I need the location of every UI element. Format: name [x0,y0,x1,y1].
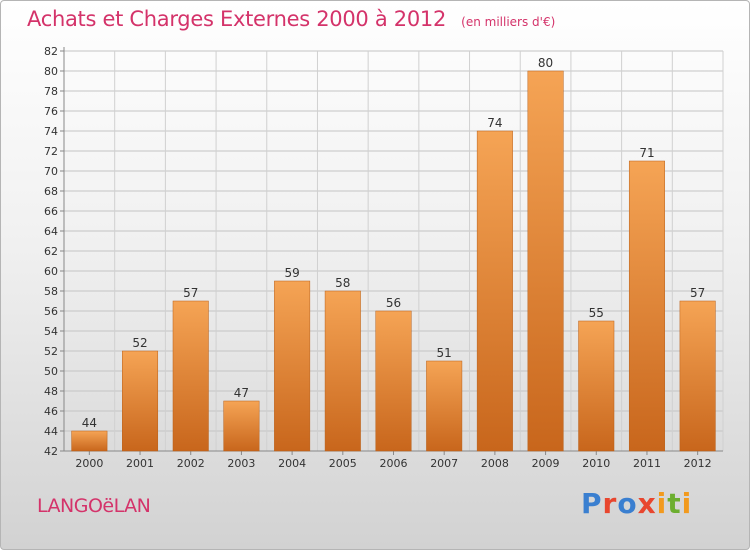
x-tick-label-2003: 2003 [227,457,255,470]
y-tick-label: 74 [44,125,58,138]
value-label-2000: 44 [82,416,97,430]
value-label-2009: 80 [538,56,553,70]
bar-2001 [122,350,159,452]
y-tick-label: 42 [44,445,58,458]
title-row: Achats et Charges Externes 2000 à 2012 (… [27,7,555,31]
bar-2007 [426,360,463,452]
x-tick-label-2007: 2007 [430,457,458,470]
y-tick-label: 44 [44,425,58,438]
labels: 42 44 46 48 50 52 54 56 58 60 62 64 66 68 70 72 74 76 78 80… [44,45,712,470]
bar-2000 [71,430,108,452]
logo-letter: i [681,487,693,520]
logo-letter: t [667,487,682,520]
value-label-2012: 57 [690,286,705,300]
y-tick-label: 80 [44,65,58,78]
bar-2002 [172,300,209,452]
y-tick-label: 76 [44,105,58,118]
bar-2005 [324,290,361,452]
logo-letter: P [581,487,603,520]
bar-2003 [223,400,260,452]
bar-2009 [527,70,564,452]
proxiti-logo: Proxiti [581,487,692,520]
bar-2008 [476,130,513,452]
y-tick-label: 62 [44,245,58,258]
y-tick-label: 56 [44,305,58,318]
y-tick-label: 66 [44,205,58,218]
value-label-2008: 74 [487,116,502,130]
logo-letter: x [637,487,657,520]
y-tick-label: 68 [44,185,58,198]
y-tick-label: 52 [44,345,58,358]
bar-2010 [578,320,615,452]
x-tick-label-2009: 2009 [532,457,560,470]
y-tick-label: 58 [44,285,58,298]
value-label-2007: 51 [437,346,452,360]
logo-letter: o [617,487,638,520]
x-tick-label-2001: 2001 [126,457,154,470]
bar-2006 [375,310,412,452]
value-label-2004: 59 [284,266,299,280]
y-tick-label: 64 [44,225,58,238]
commune-name: LANGOëLAN [37,495,151,517]
value-label-2011: 71 [639,146,654,160]
value-label-2010: 55 [589,306,604,320]
bar-2011 [628,160,665,452]
logo-letter: r [602,487,618,520]
x-tick-label-2011: 2011 [633,457,661,470]
y-tick-label: 50 [44,365,58,378]
x-tick-label-2010: 2010 [582,457,610,470]
x-tick-label-2005: 2005 [329,457,357,470]
bar-2004 [274,280,311,452]
x-tick-label-2012: 2012 [684,457,712,470]
y-tick-label: 78 [44,85,58,98]
x-tick-label-2006: 2006 [380,457,408,470]
x-tick-label-2002: 2002 [177,457,205,470]
bars [71,70,716,452]
value-label-2005: 58 [335,276,350,290]
y-tick-label: 70 [44,165,58,178]
x-tick-label-2000: 2000 [75,457,103,470]
value-label-2006: 56 [386,296,401,310]
value-label-2003: 47 [234,386,249,400]
chart-title: Achats et Charges Externes 2000 à 2012 [27,7,447,31]
y-tick-label: 82 [44,45,58,58]
logo-letter: i [656,487,668,520]
x-tick-label-2004: 2004 [278,457,306,470]
value-label-2001: 52 [132,336,147,350]
value-label-2002: 57 [183,286,198,300]
y-tick-label: 72 [44,145,58,158]
y-tick-label: 60 [44,265,58,278]
chart-subtitle: (en milliers d'€) [461,15,556,29]
x-tick-label-2008: 2008 [481,457,509,470]
y-tick-label: 48 [44,385,58,398]
y-tick-label: 54 [44,325,58,338]
bar-2012 [679,300,716,452]
y-tick-label: 46 [44,405,58,418]
